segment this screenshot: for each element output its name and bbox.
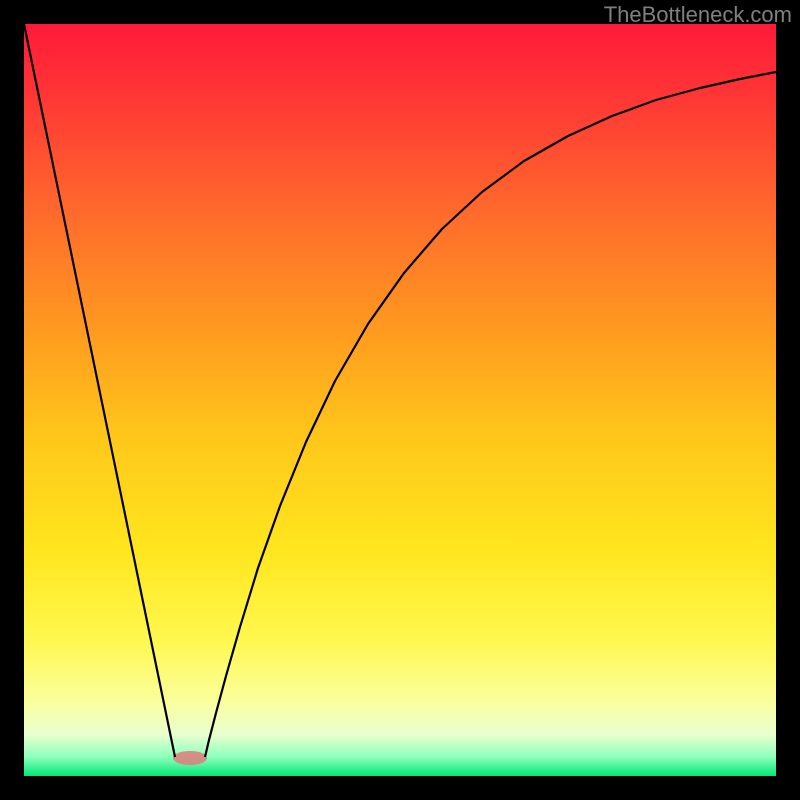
chart-container: TheBottleneck.com — [0, 0, 800, 800]
bottleneck-marker — [173, 751, 207, 765]
gradient-plot-area — [24, 24, 776, 776]
bottleneck-chart — [0, 0, 800, 800]
watermark-label: TheBottleneck.com — [604, 2, 792, 28]
